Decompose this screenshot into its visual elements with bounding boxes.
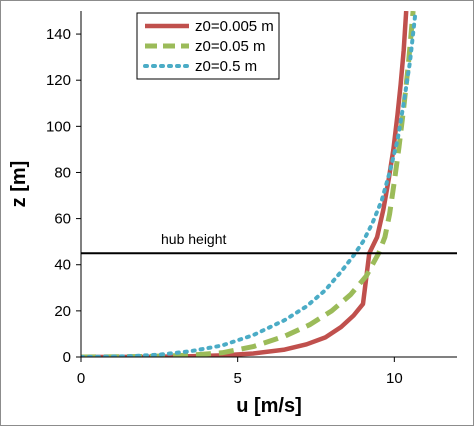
y-tick-label: 100 (46, 118, 71, 135)
x-tick-label: 5 (233, 370, 241, 387)
x-axis-label: u [m/s] (236, 395, 302, 417)
x-tick-label: 10 (386, 370, 403, 387)
y-tick-label: 60 (54, 211, 71, 228)
series-line (81, 11, 409, 357)
x-tick-labels: 0 5 10 (77, 357, 403, 387)
legend: z0=0.005 m z0=0.05 m z0=0.5 m (136, 12, 280, 80)
y-axis-label: z [m] (8, 161, 30, 208)
y-tick-label: 140 (46, 26, 71, 43)
y-tick-label: 40 (54, 257, 71, 274)
hub-height-label: hub height (161, 231, 227, 247)
legend-label: z0=0.5 m (195, 58, 257, 75)
y-tick-label: 80 (54, 164, 71, 181)
y-tick-labels: 0 20 40 60 80 100 120 140 (46, 26, 81, 366)
y-tick-label: 20 (54, 303, 71, 320)
legend-label: z0=0.05 m (195, 38, 265, 55)
x-tick-label: 0 (77, 370, 85, 387)
y-tick-label: 120 (46, 72, 71, 89)
series-layer (81, 11, 418, 357)
legend-label: z0=0.005 m (195, 18, 274, 35)
series-line (81, 11, 416, 357)
y-tick-label: 0 (63, 349, 71, 366)
hub-height-layer: hub height (81, 231, 457, 255)
